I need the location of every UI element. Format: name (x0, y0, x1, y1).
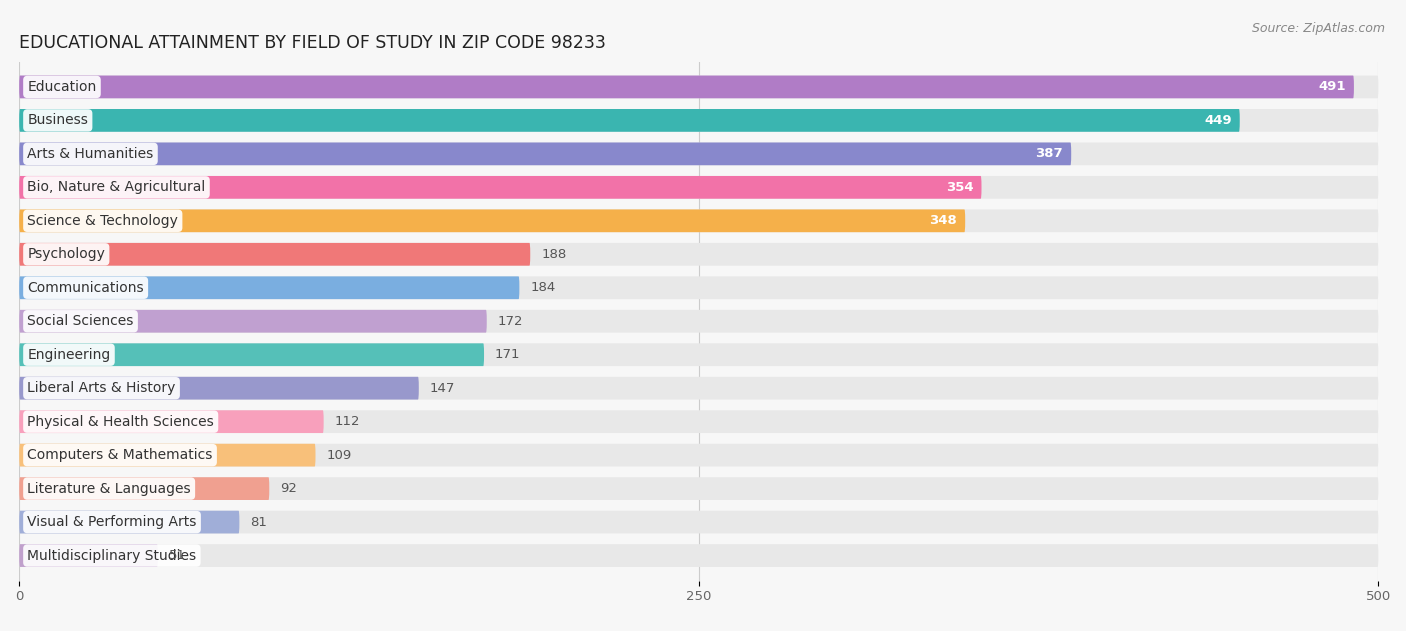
Text: 188: 188 (541, 248, 567, 261)
Text: 171: 171 (495, 348, 520, 361)
Text: Liberal Arts & History: Liberal Arts & History (27, 381, 176, 395)
Text: Physical & Health Sciences: Physical & Health Sciences (27, 415, 214, 428)
Text: Business: Business (27, 114, 89, 127)
Text: Literature & Languages: Literature & Languages (27, 481, 191, 495)
FancyBboxPatch shape (20, 276, 519, 299)
Text: Communications: Communications (27, 281, 143, 295)
FancyBboxPatch shape (20, 410, 323, 433)
Text: 92: 92 (280, 482, 297, 495)
FancyBboxPatch shape (20, 276, 1378, 299)
FancyBboxPatch shape (20, 510, 239, 533)
FancyBboxPatch shape (20, 176, 981, 199)
Text: 387: 387 (1035, 148, 1063, 160)
FancyBboxPatch shape (20, 76, 1378, 98)
FancyBboxPatch shape (20, 444, 315, 466)
Text: 172: 172 (498, 315, 523, 327)
FancyBboxPatch shape (20, 377, 419, 399)
Text: Psychology: Psychology (27, 247, 105, 261)
FancyBboxPatch shape (20, 310, 1378, 333)
Text: Bio, Nature & Agricultural: Bio, Nature & Agricultural (27, 180, 205, 194)
FancyBboxPatch shape (20, 444, 1378, 466)
FancyBboxPatch shape (20, 544, 1378, 567)
Text: Education: Education (27, 80, 97, 94)
FancyBboxPatch shape (20, 510, 1378, 533)
Text: 51: 51 (169, 549, 186, 562)
FancyBboxPatch shape (20, 76, 1354, 98)
FancyBboxPatch shape (20, 310, 486, 333)
Text: Arts & Humanities: Arts & Humanities (27, 147, 153, 161)
FancyBboxPatch shape (20, 109, 1240, 132)
FancyBboxPatch shape (20, 143, 1071, 165)
Text: 348: 348 (929, 215, 957, 227)
Text: EDUCATIONAL ATTAINMENT BY FIELD OF STUDY IN ZIP CODE 98233: EDUCATIONAL ATTAINMENT BY FIELD OF STUDY… (20, 34, 606, 52)
Text: 184: 184 (530, 281, 555, 294)
Text: 354: 354 (946, 181, 973, 194)
Text: Engineering: Engineering (27, 348, 111, 362)
Text: Computers & Mathematics: Computers & Mathematics (27, 448, 212, 462)
FancyBboxPatch shape (20, 243, 1378, 266)
FancyBboxPatch shape (20, 176, 1378, 199)
Text: 81: 81 (250, 516, 267, 529)
Text: 449: 449 (1204, 114, 1232, 127)
Text: Science & Technology: Science & Technology (27, 214, 179, 228)
FancyBboxPatch shape (20, 209, 1378, 232)
FancyBboxPatch shape (20, 544, 157, 567)
FancyBboxPatch shape (20, 243, 530, 266)
Text: Visual & Performing Arts: Visual & Performing Arts (27, 515, 197, 529)
Text: Social Sciences: Social Sciences (27, 314, 134, 328)
FancyBboxPatch shape (20, 143, 1378, 165)
FancyBboxPatch shape (20, 477, 1378, 500)
FancyBboxPatch shape (20, 109, 1378, 132)
Text: 109: 109 (326, 449, 352, 462)
Text: Source: ZipAtlas.com: Source: ZipAtlas.com (1251, 22, 1385, 35)
FancyBboxPatch shape (20, 209, 965, 232)
Text: 147: 147 (430, 382, 456, 394)
FancyBboxPatch shape (20, 343, 1378, 366)
Text: 112: 112 (335, 415, 360, 428)
FancyBboxPatch shape (20, 343, 484, 366)
FancyBboxPatch shape (20, 410, 1378, 433)
Text: Multidisciplinary Studies: Multidisciplinary Studies (27, 548, 197, 563)
FancyBboxPatch shape (20, 377, 1378, 399)
Text: 491: 491 (1319, 80, 1346, 93)
FancyBboxPatch shape (20, 477, 270, 500)
